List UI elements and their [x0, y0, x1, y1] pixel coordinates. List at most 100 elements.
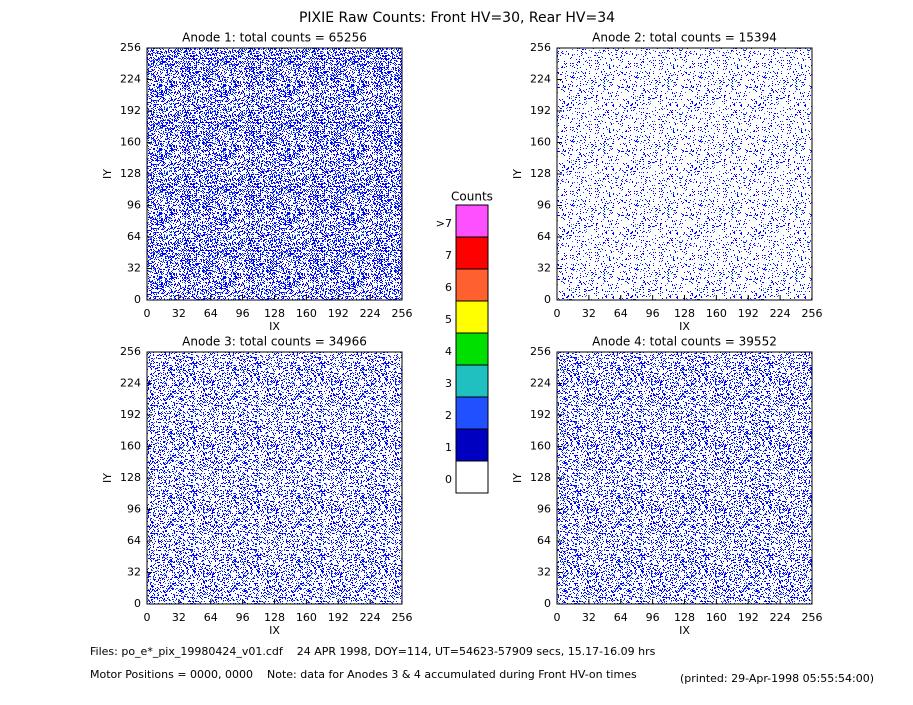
y-tick-label: 160: [530, 440, 551, 453]
x-tick-label: 160: [296, 611, 317, 624]
footer-printed: (printed: 29-Apr-1998 05:55:54:00): [680, 672, 874, 685]
x-tick-label: 64: [614, 307, 628, 320]
y-tick-label: 96: [537, 503, 551, 516]
y-tick-label: 224: [530, 377, 551, 390]
x-axis-label: IX: [679, 624, 690, 637]
y-tick-label: 128: [530, 471, 551, 484]
x-tick-label: 224: [360, 307, 381, 320]
x-tick-label: 160: [706, 611, 727, 624]
x-tick-label: 224: [770, 307, 791, 320]
x-tick-label: 0: [554, 611, 561, 624]
y-tick-label: 128: [530, 167, 551, 180]
y-tick-label: 0: [134, 597, 141, 610]
y-tick-label: 128: [120, 167, 141, 180]
x-tick-label: 128: [264, 307, 285, 320]
colorbar-label: 3: [445, 377, 452, 390]
y-tick-label: 224: [120, 73, 141, 86]
footer-motor: Motor Positions = 0000, 0000 Note: data …: [90, 668, 637, 681]
y-tick-label: 160: [120, 440, 141, 453]
x-tick-label: 0: [554, 307, 561, 320]
x-tick-label: 128: [674, 611, 695, 624]
x-tick-label: 128: [674, 307, 695, 320]
y-tick-label: 160: [120, 136, 141, 149]
colorbar-label: 7: [445, 249, 452, 262]
colorbar-label: 5: [445, 313, 452, 326]
y-tick-label: 32: [537, 262, 551, 275]
x-tick-label: 0: [144, 307, 151, 320]
x-axis-label: IX: [679, 320, 690, 333]
y-tick-label: 96: [127, 199, 141, 212]
x-tick-label: 224: [770, 611, 791, 624]
x-axis-label: IX: [269, 624, 280, 637]
x-tick-label: 32: [172, 307, 186, 320]
x-tick-label: 64: [204, 307, 218, 320]
panel-title: Anode 2: total counts = 15394: [592, 31, 777, 45]
y-axis-label: IY: [511, 169, 524, 179]
y-tick-label: 32: [537, 566, 551, 579]
y-tick-label: 0: [134, 293, 141, 306]
y-tick-label: 0: [544, 597, 551, 610]
y-tick-label: 256: [120, 345, 141, 358]
x-tick-label: 256: [392, 611, 413, 624]
x-tick-label: 192: [328, 307, 349, 320]
x-tick-label: 32: [172, 611, 186, 624]
panel-title: Anode 4: total counts = 39552: [592, 335, 777, 349]
y-tick-label: 192: [530, 104, 551, 117]
panel-title: Anode 1: total counts = 65256: [182, 31, 367, 45]
colorbar-box: [455, 396, 489, 430]
x-tick-label: 256: [392, 307, 413, 320]
y-axis-label: IY: [101, 473, 114, 483]
footer-files: Files: po_e*_pix_19980424_v01.cdf 24 APR…: [90, 645, 656, 658]
colorbar-label: 2: [445, 409, 452, 422]
x-tick-label: 32: [582, 611, 596, 624]
colorbar-box: [455, 236, 489, 270]
x-axis-label: IX: [269, 320, 280, 333]
y-tick-label: 32: [127, 262, 141, 275]
colorbar-box: [455, 204, 489, 238]
heatmap-area: [557, 352, 812, 604]
colorbar-label: 1: [445, 441, 452, 454]
y-tick-label: 64: [127, 230, 141, 243]
heatmap-area: [147, 48, 402, 300]
colorbar-box: [455, 460, 489, 494]
x-tick-label: 224: [360, 611, 381, 624]
x-tick-label: 192: [328, 611, 349, 624]
y-tick-label: 0: [544, 293, 551, 306]
panel-title: Anode 3: total counts = 34966: [182, 335, 367, 349]
colorbar-title: Counts: [451, 190, 493, 204]
y-tick-label: 160: [530, 136, 551, 149]
colorbar-label: 4: [445, 345, 452, 358]
colorbar-label: 6: [445, 281, 452, 294]
y-tick-label: 32: [127, 566, 141, 579]
heatmap-area: [557, 48, 812, 300]
y-tick-label: 224: [530, 73, 551, 86]
y-tick-label: 256: [530, 41, 551, 54]
colorbar-box: [455, 332, 489, 366]
colorbar-box: [455, 428, 489, 462]
x-tick-label: 192: [738, 307, 759, 320]
x-tick-label: 0: [144, 611, 151, 624]
x-tick-label: 128: [264, 611, 285, 624]
colorbar-label: 0: [445, 473, 452, 486]
figure-title: PIXIE Raw Counts: Front HV=30, Rear HV=3…: [299, 10, 615, 26]
colorbar-box: [455, 300, 489, 334]
y-axis-label: IY: [511, 473, 524, 483]
colorbar-box: [455, 268, 489, 302]
y-axis-label: IY: [101, 169, 114, 179]
x-tick-label: 64: [204, 611, 218, 624]
x-tick-label: 160: [296, 307, 317, 320]
x-tick-label: 160: [706, 307, 727, 320]
y-tick-label: 256: [530, 345, 551, 358]
x-tick-label: 96: [646, 307, 660, 320]
y-tick-label: 128: [120, 471, 141, 484]
y-tick-label: 224: [120, 377, 141, 390]
y-tick-label: 64: [537, 230, 551, 243]
x-tick-label: 256: [802, 611, 823, 624]
y-tick-label: 192: [120, 408, 141, 421]
x-tick-label: 96: [646, 611, 660, 624]
x-tick-label: 32: [582, 307, 596, 320]
y-tick-label: 192: [120, 104, 141, 117]
heatmap-area: [147, 352, 402, 604]
x-tick-label: 256: [802, 307, 823, 320]
